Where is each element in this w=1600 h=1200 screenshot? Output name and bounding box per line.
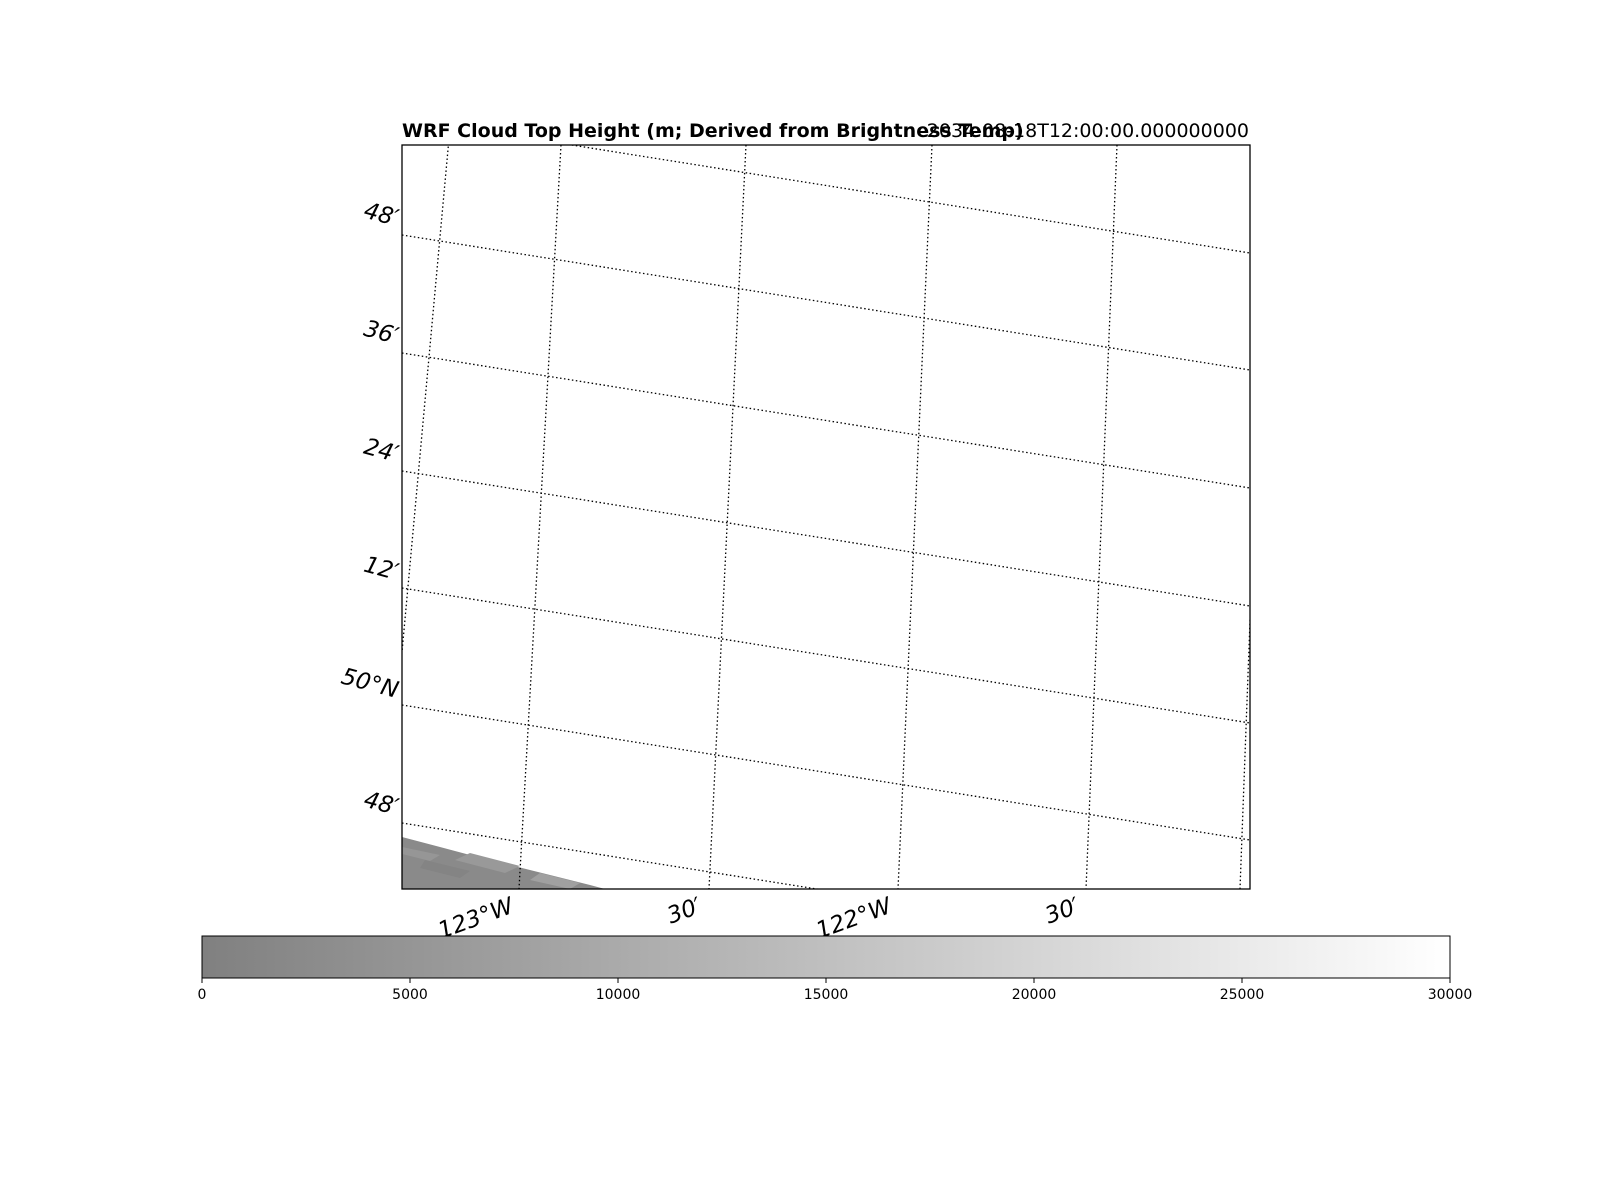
map-title: WRF Cloud Top Height (m; Derived from Br… — [402, 120, 1024, 142]
latitude-gridline — [402, 704, 1250, 841]
cloud-field-patch — [455, 853, 520, 873]
lat-label: 48′ — [361, 198, 402, 232]
lon-label: 30′ — [1042, 893, 1084, 929]
map-frame — [401, 144, 1251, 890]
map-timestamp: 2034-08-18T12:00:00.000000000 — [927, 120, 1249, 142]
longitude-gridlines — [402, 145, 1250, 889]
colorbar-tick-label: 20000 — [1012, 987, 1057, 1003]
cloud-field-patch — [402, 847, 440, 861]
colorbar-tick-label: 30000 — [1428, 987, 1473, 1003]
lon-label: 30′ — [664, 893, 706, 929]
colorbar-ticks: 0 5000 10000 15000 20000 25000 30000 — [198, 978, 1473, 1003]
colorbar-tick-label: 10000 — [596, 987, 641, 1003]
longitude-gridline — [1085, 145, 1118, 889]
lat-label: 48′ — [361, 787, 402, 821]
lat-label: 50°N — [338, 664, 401, 704]
longitude-gridline — [402, 145, 450, 653]
map-background — [402, 145, 1250, 889]
map-panel — [402, 145, 1250, 889]
latitude-gridline — [402, 234, 1250, 371]
colorbar-tick-label: 0 — [198, 987, 207, 1003]
lat-label: 12′ — [361, 552, 402, 586]
latitude-gridline — [402, 587, 1250, 724]
lat-label: 24′ — [361, 434, 402, 468]
colorbar-tick-label: 15000 — [804, 987, 849, 1003]
colorbar-tick-label: 25000 — [1220, 987, 1265, 1003]
latitude-gridline — [402, 0, 1250, 135]
latitude-gridlines — [402, 0, 1250, 889]
latitude-gridline — [402, 470, 1250, 607]
cloud-top-field — [402, 837, 605, 889]
longitude-gridline — [708, 145, 747, 889]
lat-label: 36′ — [361, 316, 402, 350]
colorbar-tick-label: 5000 — [392, 987, 428, 1003]
latitude-gridline — [567, 145, 1250, 254]
latitude-gridline — [402, 352, 1250, 489]
longitude-gridline — [897, 145, 933, 889]
longitude-gridline — [518, 145, 562, 889]
colorbar — [201, 935, 1451, 979]
latitude-labels: 48′ 36′ 24′ 12′ 50°N 48′ — [338, 198, 401, 821]
cloud-field-patch — [420, 860, 470, 878]
cloud-field-patch — [530, 873, 580, 889]
